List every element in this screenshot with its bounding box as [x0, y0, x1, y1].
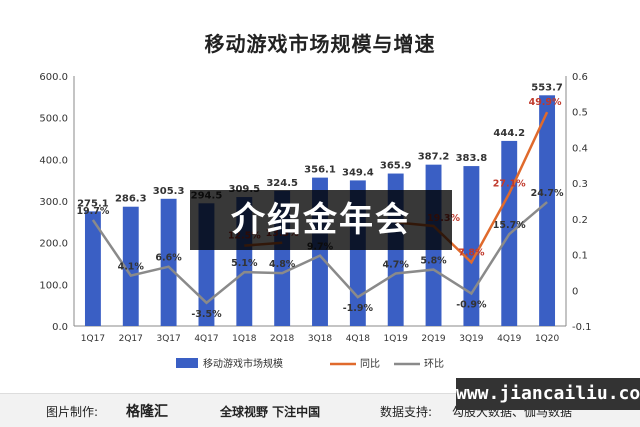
bar-data-label: 356.1	[304, 165, 336, 176]
chart-title: 移动游戏市场规模与增速	[204, 32, 436, 56]
y-tick-right-label: 0.2	[572, 215, 588, 226]
y-tick-left-label: 0.0	[52, 322, 68, 333]
bar-data-label: 387.2	[418, 152, 450, 163]
legend-hb-label: 环比	[424, 358, 444, 370]
x-tick-label: 4Q18	[346, 334, 371, 344]
bar	[539, 95, 556, 327]
tb-data-label: 49.9%	[529, 97, 562, 108]
x-tick-label: 1Q20	[535, 334, 560, 344]
hb-data-label: 6.6%	[155, 253, 182, 264]
x-tick-label: 2Q18	[270, 334, 295, 344]
y-tick-left-label: 100.0	[39, 280, 68, 291]
y-tick-right-label: 0.4	[572, 143, 588, 154]
tb-data-label: 7.8%	[458, 247, 485, 258]
hb-data-label: -3.5%	[191, 309, 222, 320]
hb-data-label: 5.8%	[420, 256, 447, 267]
x-tick-label: 1Q17	[81, 334, 105, 344]
x-tick-label: 2Q19	[421, 334, 446, 344]
legend-bar-label: 移动游戏市场规模	[203, 357, 283, 370]
bar	[122, 206, 139, 326]
footer-brand: 格隆汇	[126, 404, 168, 420]
hb-data-label: 5.1%	[231, 258, 258, 269]
bar-data-label: 286.3	[115, 194, 147, 205]
hb-data-label: -0.9%	[456, 300, 487, 311]
bar-data-label: 444.2	[493, 128, 525, 139]
bar-data-label: 365.9	[380, 161, 412, 172]
bar-data-label: 383.8	[456, 153, 488, 164]
x-tick-label: 3Q17	[156, 334, 180, 344]
hb-data-label: 4.1%	[118, 262, 145, 273]
x-tick-label: 2Q17	[119, 334, 143, 344]
y-tick-right-label: 0.3	[572, 179, 588, 190]
hb-data-label: 4.7%	[383, 260, 410, 271]
hb-data-label: 4.8%	[269, 259, 296, 270]
hb-data-label: 24.7%	[531, 188, 564, 199]
x-tick-label: 4Q19	[497, 334, 522, 344]
legend-bar-swatch	[176, 358, 198, 368]
bar-data-label: 349.4	[342, 167, 374, 178]
y-tick-left-label: 600.0	[39, 72, 68, 83]
bar-data-label: 305.3	[153, 186, 185, 197]
x-tick-label: 3Q19	[459, 334, 484, 344]
hb-line	[91, 201, 548, 305]
tb-data-label: 27.1%	[493, 179, 526, 190]
y-tick-left-label: 400.0	[39, 155, 68, 166]
legend-tb-label: 同比	[360, 358, 380, 370]
footer-made-label: 图片制作:	[46, 405, 99, 419]
x-tick-label: 1Q19	[384, 334, 409, 344]
x-tick-label: 4Q17	[194, 334, 218, 344]
bar	[160, 198, 177, 326]
y-tick-right-label: -0.1	[572, 322, 592, 333]
overlay-text: 介绍金年会	[190, 190, 452, 250]
hb-data-label: -1.9%	[343, 303, 374, 314]
bar	[84, 211, 101, 326]
y-tick-left-label: 500.0	[39, 114, 68, 125]
hb-data-label: 19.7%	[76, 206, 109, 217]
y-tick-right-label: 0	[572, 286, 578, 297]
footer-slogan: 全球视野 下注中国	[220, 405, 321, 419]
hb-data-label: 15.7%	[493, 220, 526, 231]
bar-data-label: 309.5	[228, 184, 260, 195]
footer-source-label: 数据支持:	[380, 405, 433, 419]
y-tick-right-label: 0.1	[572, 251, 588, 262]
bar-data-label: 324.5	[266, 178, 298, 189]
x-tick-label: 1Q18	[232, 334, 257, 344]
bar-data-label: 553.7	[531, 82, 563, 93]
x-tick-label: 3Q18	[308, 334, 333, 344]
y-tick-right-label: 0.5	[572, 108, 588, 119]
bar-data-label: 275.1	[77, 198, 109, 209]
y-tick-right-label: 0.6	[572, 72, 588, 83]
y-tick-left-label: 300.0	[39, 197, 68, 208]
url-banner[interactable]: www.jiancailiu.com	[456, 378, 640, 410]
y-tick-left-label: 200.0	[39, 239, 68, 250]
